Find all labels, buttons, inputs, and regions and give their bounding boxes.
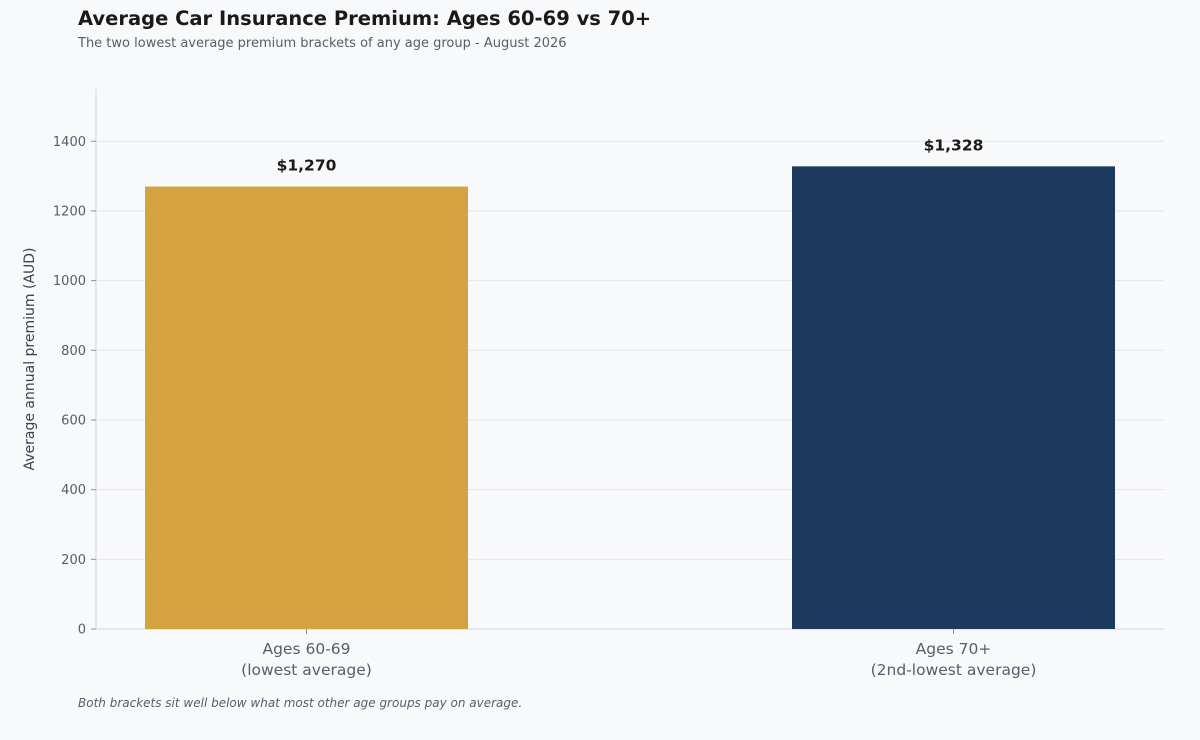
bar-value-label: $1,270 bbox=[277, 157, 337, 175]
y-tick-label: 1000 bbox=[53, 274, 86, 289]
chart-footnote: Both brackets sit well below what most o… bbox=[78, 696, 523, 710]
x-tick-label: Ages 70+ bbox=[916, 640, 992, 658]
y-axis-ticks: 0 200 400 600 800 1000 1200 1400 bbox=[53, 135, 96, 638]
x-tick-label: (2nd-lowest average) bbox=[871, 661, 1037, 679]
bar bbox=[792, 166, 1115, 630]
y-tick-label: 800 bbox=[61, 344, 86, 359]
chart-title: Average Car Insurance Premium: Ages 60-6… bbox=[78, 7, 652, 30]
y-tick-label: 1200 bbox=[53, 204, 86, 219]
y-tick-label: 600 bbox=[61, 413, 86, 428]
bar-value-label: $1,328 bbox=[924, 136, 984, 154]
y-tick-label: 0 bbox=[78, 623, 86, 638]
x-tick-label: (lowest average) bbox=[241, 661, 372, 679]
bar bbox=[145, 186, 468, 629]
chart-subtitle: The two lowest average premium brackets … bbox=[78, 36, 567, 51]
x-axis-ticks: Ages 60-69 (lowest average) Ages 70+ (2nd-l… bbox=[241, 629, 1036, 679]
y-tick-label: 1400 bbox=[53, 135, 86, 150]
y-tick-label: 200 bbox=[61, 553, 86, 568]
y-tick-label: 400 bbox=[61, 483, 86, 498]
bars: $1,270 $1,328 bbox=[145, 136, 1115, 630]
y-axis-title: Average annual premium (AUD) bbox=[22, 247, 38, 470]
x-tick-label: Ages 60-69 bbox=[262, 640, 350, 658]
